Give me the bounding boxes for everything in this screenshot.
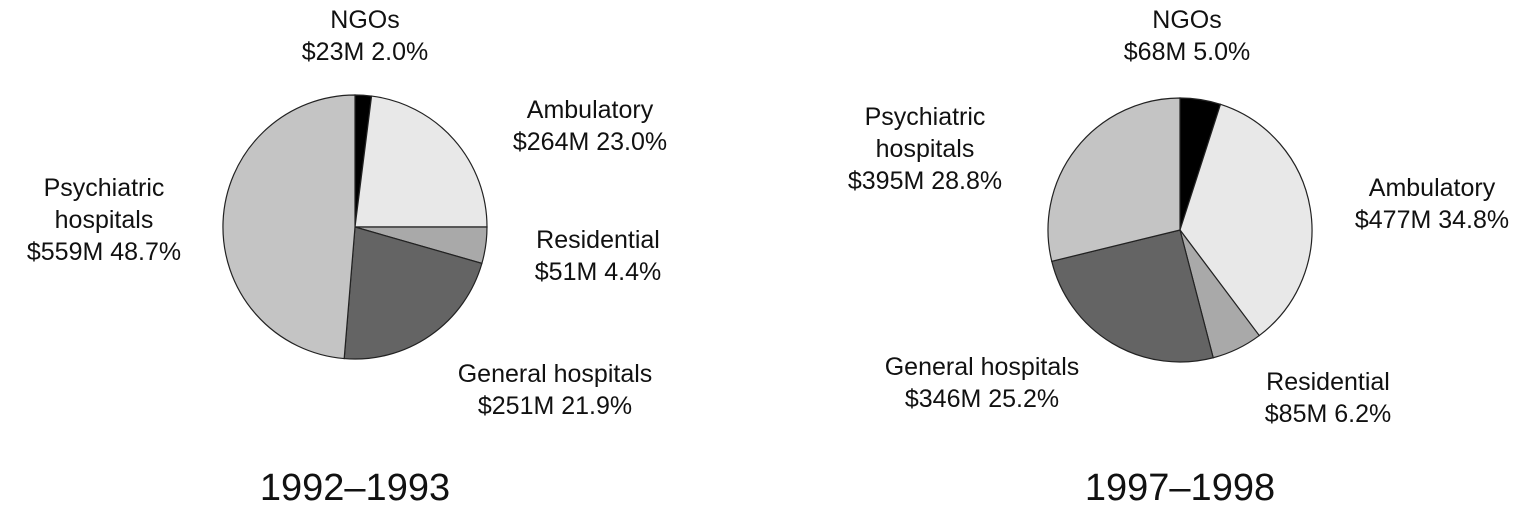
chart-title: 1997–1998 [1085, 467, 1275, 509]
slice-label-psychiatric-hospitals: Psychiatric hospitals $559M 48.7% [27, 174, 181, 266]
pie-chart-1992-1993: NGOs $23M 2.0% Ambulatory $264M 23.0% Reside… [27, 6, 667, 509]
pie-slice-ambulatory [354, 95, 488, 228]
slice-label-ngos: NGOs $23M 2.0% [302, 6, 428, 66]
pie-slice-psychiatric-hospitals [222, 94, 356, 360]
slice-label-general-hospitals: General hospitals $346M 25.2% [885, 353, 1080, 413]
slice-label-residential: Residential $51M 4.4% [535, 226, 661, 286]
slice-label-psychiatric-hospitals: Psychiatric hospitals $395M 28.8% [848, 103, 1002, 195]
pie-slice-general-hospitals [1051, 229, 1214, 363]
pie-chart-1997-1998: NGOs $68M 5.0% Ambulatory $477M 34.8% Reside… [848, 6, 1509, 509]
slice-label-residential: Residential $85M 6.2% [1265, 368, 1391, 428]
chart-title: 1992–1993 [260, 467, 450, 509]
pie-slice-general-hospitals [343, 226, 483, 360]
slice-label-general-hospitals: General hospitals $251M 21.9% [458, 360, 653, 420]
slice-label-ambulatory: Ambulatory $477M 34.8% [1355, 174, 1509, 234]
pie-slice-psychiatric-hospitals [1047, 97, 1181, 263]
slice-label-ambulatory: Ambulatory $264M 23.0% [513, 96, 667, 156]
slice-label-ngos: NGOs $68M 5.0% [1124, 6, 1250, 66]
pie-slice-ambulatory [1179, 103, 1313, 337]
